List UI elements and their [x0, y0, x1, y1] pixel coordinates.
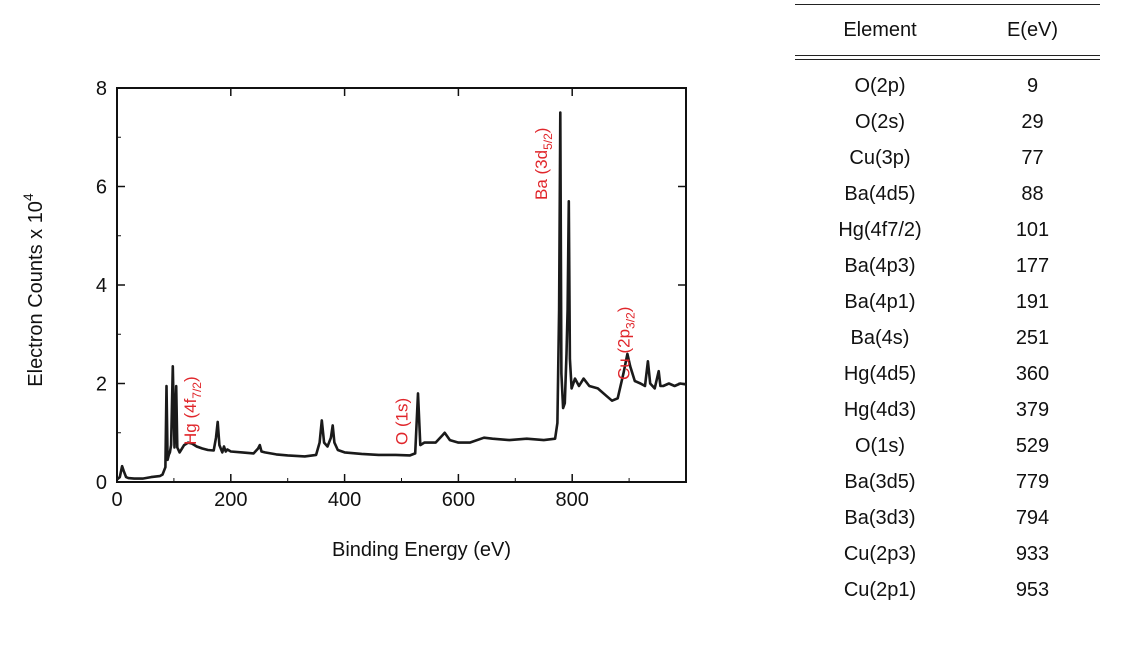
cell-energy: 529 [1015, 434, 1050, 457]
table-row: Ba(4p1) 191 [795, 284, 1100, 320]
peak-label-main: Cu (2p [614, 329, 633, 380]
cell-element: Hg(4d3) [843, 398, 917, 421]
table-row: Ba(3d5) 779 [795, 464, 1100, 500]
header-element: Element [843, 18, 917, 41]
peak-label-subscript: 7/2 [190, 382, 204, 399]
table-row: Ba(4s) 251 [795, 320, 1100, 356]
table-header-rule [795, 55, 1100, 60]
table-row: Cu(2p1) 953 [795, 572, 1100, 608]
cell-element: Cu(2p3) [843, 542, 917, 565]
cell-energy: 779 [1015, 470, 1050, 493]
cell-element: Ba(3d5) [844, 470, 916, 493]
cell-element: Cu(3p) [849, 146, 911, 169]
table-row: Ba(4d5) 88 [795, 176, 1100, 212]
xps-spectrum-chart: 0 200 400 600 800 0 2 4 6 8 Binding Energy (eV) Ele… [20, 78, 687, 561]
cell-element: Ba(4d5) [844, 182, 916, 205]
binding-energy-table: Element E(eV) O(2p) 9 O(2s) 29 Cu(3p) 77 Ba(4d… [795, 4, 1100, 608]
y-tick-label: 6 [96, 177, 107, 199]
y-tick-label: 4 [96, 275, 107, 297]
cell-energy: 953 [1015, 578, 1050, 601]
header-energy: E(eV) [1006, 18, 1059, 41]
cell-energy: 933 [1015, 542, 1050, 565]
peak-label-subscript: 3/2 [623, 312, 637, 329]
cell-element: Hg(4d5) [843, 362, 917, 385]
peak-label-main: O (1s) [393, 398, 412, 445]
table-row: Cu(3p) 77 [795, 140, 1100, 176]
peak-label-subscript: 5/2 [541, 133, 555, 150]
peak-label-main: Hg (4f [181, 398, 200, 445]
y-tick-label: 8 [96, 78, 107, 100]
cell-energy: 379 [1015, 398, 1050, 421]
table-row: Cu(2p3) 933 [795, 536, 1100, 572]
cell-energy: 101 [1015, 218, 1050, 241]
table-row: Hg(4d5) 360 [795, 356, 1100, 392]
peak-label-suffix: ) [614, 307, 633, 313]
peak-label-suffix: ) [532, 128, 551, 134]
cell-element: Ba(3d3) [844, 506, 916, 529]
table-row: O(1s) 529 [795, 428, 1100, 464]
cell-element: Ba(4s) [850, 326, 910, 349]
table-row: Ba(4p3) 177 [795, 248, 1100, 284]
table-header-row: Element E(eV) [795, 5, 1100, 55]
peak-label-main: Ba (3d [532, 150, 551, 200]
y-tick-label: 0 [96, 472, 107, 494]
cell-energy: 88 [1021, 182, 1044, 205]
cell-element: Cu(2p1) [843, 578, 917, 601]
table-row: Hg(4f7/2) 101 [795, 212, 1100, 248]
table-row: O(2s) 29 [795, 104, 1100, 140]
table-top-rule [795, 4, 1100, 5]
spectrum-line [116, 111, 687, 481]
y-axis-title-exponent: 4 [20, 193, 36, 201]
cell-energy: 794 [1015, 506, 1050, 529]
cell-energy: 29 [1021, 110, 1044, 133]
table-row: Hg(4d3) 379 [795, 392, 1100, 428]
peak-label: Cu (2p3/2) [614, 307, 637, 380]
x-tick-label: 600 [442, 489, 475, 511]
cell-element: O(2p) [854, 74, 906, 97]
y-tick-label: 2 [96, 374, 107, 396]
x-axis-title: Binding Energy (eV) [332, 539, 511, 561]
x-tick-label: 800 [556, 489, 589, 511]
cell-element: O(2s) [855, 110, 905, 133]
table-body: O(2p) 9 O(2s) 29 Cu(3p) 77 Ba(4d5) 88 Hg(4f7/2) 1… [795, 60, 1100, 608]
peak-label: Ba (3d5/2) [532, 128, 555, 200]
x-tick-label: 200 [214, 489, 247, 511]
cell-element: Hg(4f7/2) [838, 218, 922, 241]
peak-label: O (1s) [393, 398, 412, 445]
chart-svg: 0 200 400 600 800 0 2 4 6 8 Binding Energy (eV) Ele… [20, 78, 687, 561]
y-axis-title: Electron Counts x 104 [20, 193, 47, 387]
cell-energy: 191 [1015, 290, 1050, 313]
table-row: Ba(3d3) 794 [795, 500, 1100, 536]
cell-energy: 177 [1015, 254, 1050, 277]
y-axis-title-main: Electron Counts x 10 [25, 201, 47, 387]
cell-energy: 360 [1015, 362, 1050, 385]
cell-energy: 251 [1015, 326, 1050, 349]
cell-energy: 77 [1021, 146, 1044, 169]
x-tick-label: 0 [111, 489, 122, 511]
peak-label: Hg (4f7/2) [181, 376, 204, 445]
cell-energy: 9 [1026, 74, 1039, 97]
cell-element: Ba(4p3) [844, 254, 916, 277]
table-row: O(2p) 9 [795, 68, 1100, 104]
peak-label-suffix: ) [181, 376, 200, 382]
cell-element: O(1s) [855, 434, 905, 457]
cell-element: Ba(4p1) [844, 290, 916, 313]
x-tick-label: 400 [328, 489, 361, 511]
